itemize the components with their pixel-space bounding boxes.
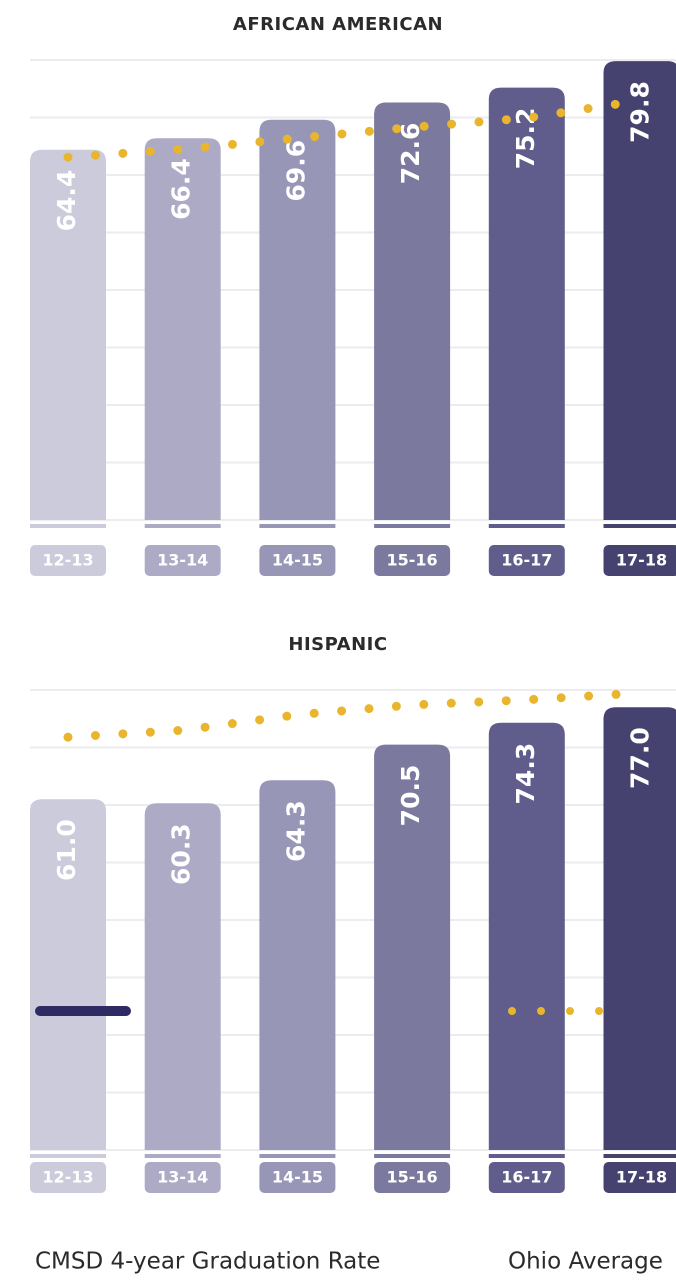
x-tick-label: 15-16: [387, 551, 438, 570]
legend-label: CMSD 4-year Graduation Rate: [35, 1249, 380, 1275]
x-tick-label: 14-15: [272, 1168, 323, 1187]
value-label: 74.3: [511, 743, 540, 805]
x-tick-label: 15-16: [387, 1168, 438, 1187]
category-box: [30, 545, 106, 576]
bar: [144, 803, 221, 1150]
value-label: 79.8: [626, 81, 655, 143]
x-tick-label: 17-18: [616, 1168, 667, 1187]
category-stripe: [30, 1154, 106, 1158]
category-stripe: [144, 524, 221, 528]
category-box: [144, 545, 221, 576]
legend-label: Ohio Average: [508, 1249, 663, 1275]
chart-title: HISPANIC: [288, 634, 387, 655]
x-tick-label: 16-17: [501, 1168, 552, 1187]
category-box: [374, 545, 451, 576]
category-box: [259, 1162, 336, 1193]
bar: [374, 102, 451, 521]
bar: [30, 799, 106, 1150]
category-box: [144, 1162, 221, 1193]
category-stripe: [259, 524, 336, 528]
value-label: 70.5: [396, 765, 425, 827]
bar: [374, 744, 451, 1150]
x-tick-label: 16-17: [501, 551, 552, 570]
value-label: 61.0: [52, 819, 81, 881]
bar: [30, 149, 106, 520]
category-stripe: [374, 1154, 451, 1158]
bar: [603, 707, 676, 1150]
category-box: [374, 1162, 451, 1193]
bar: [603, 61, 676, 520]
x-tick-label: 14-15: [272, 551, 323, 570]
bar: [488, 87, 565, 520]
category-stripe: [488, 524, 565, 528]
category-box: [603, 1162, 676, 1193]
value-label: 64.4: [52, 170, 81, 232]
category-stripe: [603, 524, 676, 528]
category-box: [30, 1162, 106, 1193]
x-tick-label: 12-13: [42, 551, 93, 570]
category-stripe: [488, 1154, 565, 1158]
category-box: [259, 545, 336, 576]
value-label: 72.6: [396, 123, 425, 185]
category-box: [488, 545, 565, 576]
x-tick-label: 12-13: [42, 1168, 93, 1187]
legend-swatch-bar: [35, 1006, 131, 1016]
value-label: 66.4: [167, 158, 196, 220]
bar: [144, 138, 221, 520]
category-box: [603, 545, 676, 576]
value-label: 69.6: [281, 140, 310, 202]
category-box: [488, 1162, 565, 1193]
bar: [259, 780, 336, 1150]
value-label: 60.3: [167, 823, 196, 885]
x-tick-label: 17-18: [616, 551, 667, 570]
bar: [488, 722, 565, 1150]
category-stripe: [374, 524, 451, 528]
category-stripe: [259, 1154, 336, 1158]
bar: [259, 119, 336, 521]
x-tick-label: 13-14: [157, 551, 208, 570]
category-stripe: [603, 1154, 676, 1158]
category-stripe: [30, 524, 106, 528]
value-label: 64.3: [281, 800, 310, 862]
chart-title: AFRICAN AMERICAN: [233, 14, 443, 35]
x-tick-label: 13-14: [157, 1168, 208, 1187]
category-stripe: [144, 1154, 221, 1158]
value-label: 77.0: [626, 727, 655, 789]
legend: CMSD 4-year Graduation Rate Ohio Average: [35, 1006, 663, 1275]
